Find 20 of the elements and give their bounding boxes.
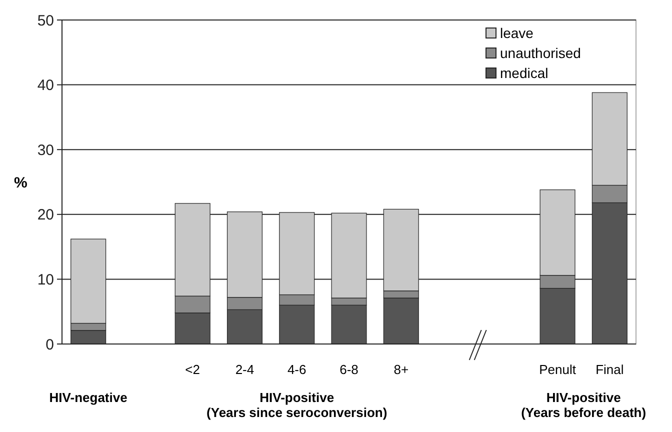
y-axis-title: % [14,174,28,192]
y-tick-label: 10 [37,271,54,288]
y-tick-label: 30 [37,142,54,159]
y-tick-label: 50 [37,12,54,30]
y-tick-label: 40 [37,77,54,94]
text: HIV-positive (Years before death) [521,390,646,420]
x-tick-label: 4-6 [287,362,306,377]
text: HIV-negative [49,390,128,405]
x-tick-label: 8+ [394,362,409,377]
legend-label: unauthorised [500,44,581,61]
legend-label: leave [500,24,534,41]
legend-label: medical [500,64,548,81]
x-tick-label: Penult [539,362,576,377]
x-tick-label: 2-4 [235,362,254,377]
x-tick-label: <2 [185,362,200,377]
y-tick-label: 20 [37,206,54,224]
y-tick-label: 0 [46,336,54,354]
text: HIV-positive (Years since seroconversion) [206,390,388,420]
x-tick-label: 6-8 [340,362,358,377]
x-tick-label: Final [596,362,624,377]
